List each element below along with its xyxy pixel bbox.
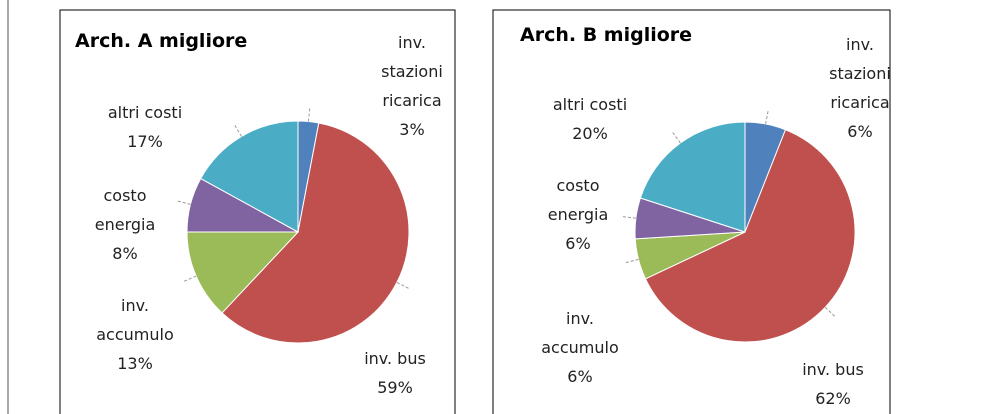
- category-label: inv. stazioni ricarica: [829, 35, 891, 112]
- leader-line: [176, 200, 191, 205]
- slice-label: inv. bus 62%: [783, 355, 883, 413]
- value-label: 17%: [127, 132, 163, 151]
- leader-line: [233, 124, 242, 137]
- leader-line: [824, 306, 836, 318]
- pie-slice: [186, 231, 300, 314]
- value-label: 6%: [847, 122, 873, 141]
- slice-label: costo energia 8%: [85, 181, 165, 268]
- category-label: costo energia: [94, 186, 156, 234]
- value-label: 13%: [117, 354, 153, 373]
- value-label: 62%: [815, 389, 851, 408]
- category-label: inv. bus: [802, 360, 864, 379]
- value-label: 6%: [567, 367, 593, 386]
- category-label: inv. accumulo: [96, 296, 174, 344]
- chart-title-text: Arch. B migliore: [520, 24, 693, 46]
- leader-line: [307, 107, 311, 122]
- leader-line: [621, 215, 636, 219]
- chart-title: Arch. A migliore: [75, 30, 247, 52]
- slice-label: inv. stazioni ricarica 3%: [372, 28, 452, 144]
- category-label: inv. accumulo: [541, 309, 619, 357]
- value-label: 20%: [572, 124, 608, 143]
- slice-label: inv. accumulo 13%: [85, 291, 185, 378]
- slice-label: inv. bus 59%: [345, 344, 445, 402]
- value-label: 59%: [377, 378, 413, 397]
- value-label: 8%: [112, 244, 138, 263]
- slice-label: altri costi 17%: [90, 98, 200, 156]
- leader-line: [183, 275, 197, 283]
- value-label: 3%: [399, 120, 425, 139]
- slice-label: inv. accumulo 6%: [530, 304, 630, 391]
- leader-line: [765, 110, 769, 125]
- slice-label: inv. stazioni ricarica 6%: [820, 30, 900, 146]
- chart-title-text: Arch. A migliore: [75, 30, 248, 52]
- panel-frame: [492, 9, 891, 414]
- slice-label: costo energia 6%: [538, 171, 618, 258]
- leader-line: [396, 281, 410, 290]
- chart-title: Arch. B migliore: [520, 24, 692, 46]
- panel-frame: [59, 9, 456, 414]
- category-label: altri costi: [552, 95, 628, 114]
- leader-line: [671, 131, 681, 144]
- category-label: inv. stazioni ricarica: [381, 33, 443, 110]
- category-label: altri costi: [107, 103, 183, 122]
- pie-slice: [639, 121, 746, 233]
- category-label: inv. bus: [364, 349, 426, 368]
- pie-slice: [221, 122, 410, 344]
- slice-label: altri costi 20%: [535, 90, 645, 148]
- value-label: 6%: [565, 234, 591, 253]
- category-label: costo energia: [547, 176, 609, 224]
- leader-line: [624, 258, 639, 264]
